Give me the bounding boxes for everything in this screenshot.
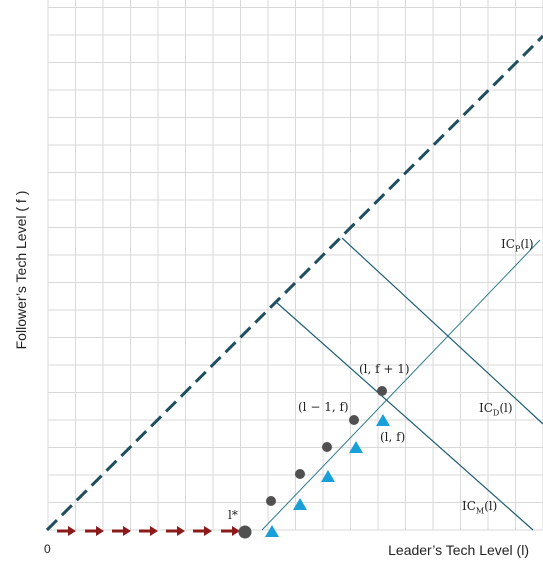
diagonal-45-degree-line bbox=[45, 34, 543, 532]
arrow-head bbox=[204, 526, 212, 536]
ic-p-line bbox=[261, 239, 541, 531]
ic-m-label: ICM(l) bbox=[462, 499, 498, 516]
grid bbox=[47, 0, 543, 531]
point-l-f-label: (l, f) bbox=[380, 430, 406, 444]
arrow-head bbox=[150, 526, 158, 536]
arrows bbox=[57, 526, 240, 536]
l-star-point bbox=[238, 525, 252, 539]
ic-m-line bbox=[275, 301, 534, 531]
y-axis-label: Follower’s Tech Level ( f ) bbox=[13, 190, 29, 350]
triangle bbox=[265, 525, 279, 537]
origin-label: 0 bbox=[44, 542, 51, 556]
ic-d-line bbox=[341, 237, 543, 425]
ic-d-label: ICD(l) bbox=[479, 401, 513, 418]
ic-p-label: ICP(l) bbox=[501, 237, 534, 254]
point-l-f-plus-1-label: (l, f + 1) bbox=[359, 362, 410, 376]
arrow-head bbox=[68, 526, 76, 536]
arrow-head bbox=[177, 526, 185, 536]
triangle bbox=[376, 414, 390, 426]
triangle bbox=[293, 498, 307, 510]
triangle bbox=[349, 441, 363, 453]
x-axis-label: Leader’s Tech Level (l) bbox=[388, 542, 529, 558]
arrow-head bbox=[232, 526, 240, 536]
l-star-label: l* bbox=[228, 508, 238, 522]
dot bbox=[266, 496, 276, 506]
dot bbox=[377, 386, 387, 396]
triangle bbox=[321, 470, 335, 482]
dot bbox=[349, 415, 359, 425]
point-l-minus-1-f-label: (l − 1, f) bbox=[298, 400, 349, 414]
dot bbox=[295, 469, 305, 479]
dot bbox=[322, 442, 332, 452]
arrow-head bbox=[96, 526, 104, 536]
arrow-head bbox=[123, 526, 131, 536]
